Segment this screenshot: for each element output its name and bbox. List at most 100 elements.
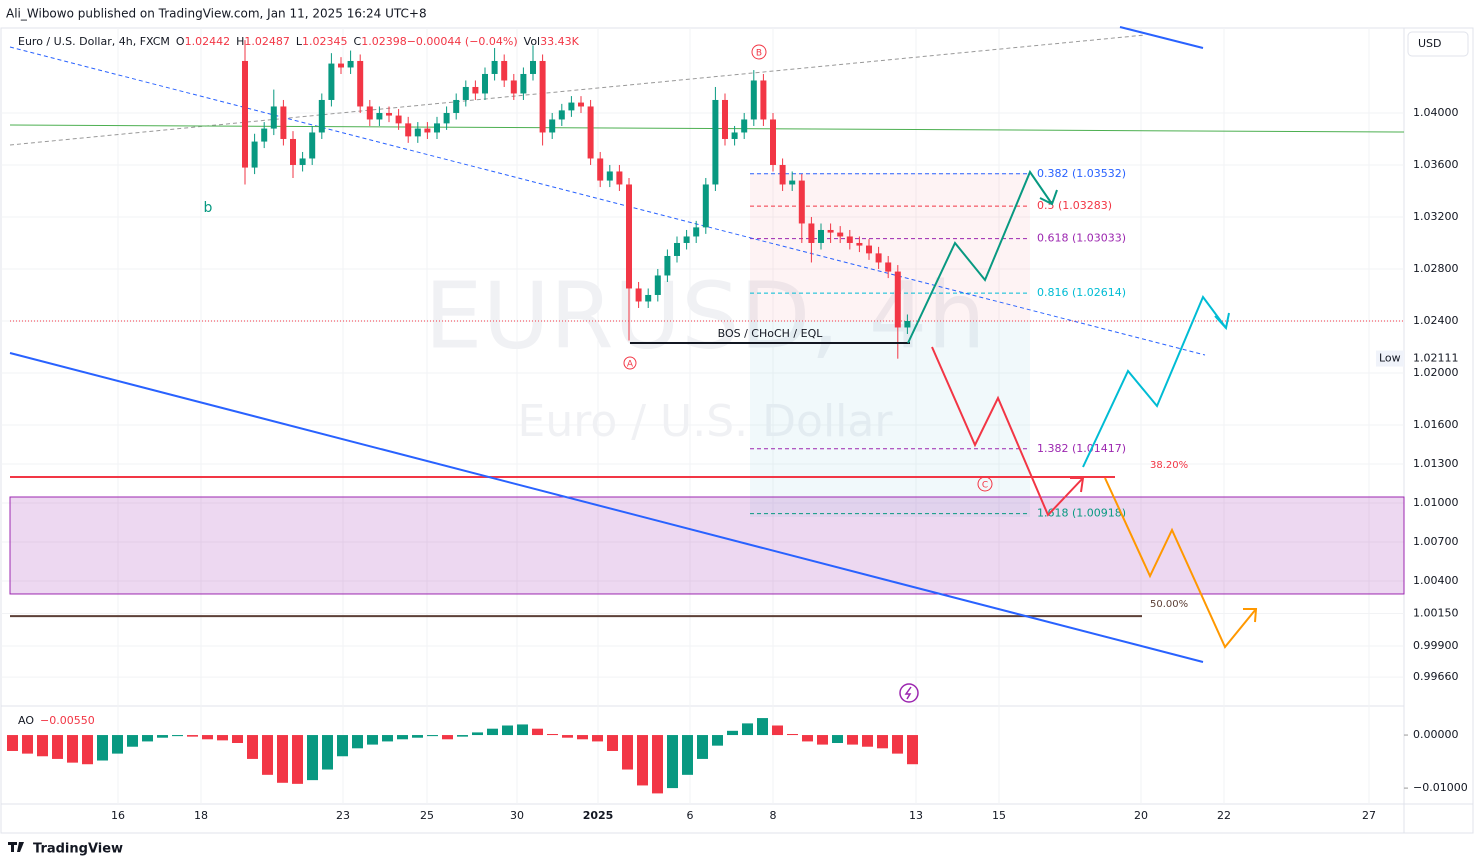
candle-body — [347, 60, 354, 68]
candle-body — [318, 99, 325, 133]
x-tick-label: 2025 — [583, 809, 614, 822]
candle-body — [683, 236, 690, 243]
fib-label: 0.5 (1.03283) — [1037, 199, 1112, 212]
candle-body — [395, 115, 402, 124]
legend-value: 1.02345 — [302, 35, 348, 48]
candle-body — [366, 106, 373, 120]
ao-bar — [97, 735, 108, 761]
ao-bar — [502, 725, 513, 736]
projection — [931, 346, 1084, 517]
wave-marker — [623, 356, 637, 370]
ao-bar — [592, 735, 603, 742]
legend-key: C — [354, 35, 362, 48]
y-tick-label: 1.01000 — [1413, 496, 1459, 509]
candle-body — [414, 128, 421, 137]
fib-label: 0.816 (1.02614) — [1037, 286, 1126, 299]
level-label: 50.00% — [1150, 599, 1188, 610]
y-tick-label: 1.04000 — [1413, 106, 1459, 119]
y-tick-label: 1.02800 — [1413, 262, 1459, 275]
candle-body — [338, 63, 344, 68]
candle-body — [837, 232, 844, 237]
legend-title: Euro / U.S. Dollar, 4h, FXCM — [18, 35, 170, 48]
candle-body — [472, 86, 479, 94]
candle-body — [270, 106, 277, 129]
candle-body — [251, 141, 258, 168]
y-tick-label: 1.00150 — [1413, 606, 1459, 619]
ao-bar — [427, 735, 438, 737]
wave-label: A — [627, 360, 634, 370]
ao-bar — [457, 735, 468, 737]
ao-bar — [727, 730, 738, 736]
candle-body — [626, 184, 632, 289]
y-tick-label: 1.01300 — [1413, 457, 1459, 470]
candle-body — [549, 119, 556, 133]
candle-body — [904, 320, 911, 328]
wave-marker — [977, 476, 993, 492]
candle-body — [654, 275, 661, 295]
candles — [242, 40, 911, 359]
grid — [1, 28, 1404, 804]
legend-key: H — [236, 35, 244, 48]
fib-label: 1.618 (1.00918) — [1037, 507, 1126, 520]
candle-body — [760, 80, 767, 120]
candle-body — [789, 180, 796, 185]
y-tick-label: 1.02400 — [1413, 314, 1459, 327]
projection — [1082, 294, 1227, 468]
legend-value: 1.02487 — [244, 35, 290, 48]
ao-bar — [382, 735, 393, 742]
candle-body — [722, 99, 728, 139]
candle-body — [558, 110, 565, 120]
low-box — [1376, 350, 1404, 367]
candle-body — [520, 73, 527, 94]
wave-label: B — [756, 49, 762, 59]
projection — [1104, 477, 1257, 649]
ao-bar — [277, 735, 288, 783]
candle-body — [693, 227, 700, 237]
trendline — [9, 352, 1204, 663]
brand-logo — [8, 842, 24, 852]
ao-tick-label: −0.01000 — [1413, 781, 1468, 794]
ao-bar — [7, 735, 18, 751]
x-tick-label: 25 — [420, 809, 434, 822]
event-icon[interactable] — [899, 683, 919, 703]
fib-label: 0.618 (1.03033) — [1037, 232, 1126, 245]
ao-bar — [562, 735, 573, 738]
x-tick-label: 8 — [770, 809, 777, 822]
ao-bar — [862, 735, 873, 747]
arrow-head — [1070, 477, 1085, 493]
ao-bar — [832, 735, 843, 744]
candle-body — [510, 80, 517, 94]
ao-bar — [52, 735, 63, 759]
candle-body — [846, 236, 853, 243]
ao-bar — [787, 733, 798, 736]
candle-body — [712, 99, 719, 185]
candle-body — [616, 171, 623, 185]
candle-body — [645, 294, 652, 302]
candle-body — [376, 112, 383, 120]
ao-bar — [532, 728, 543, 736]
arrow-head — [1039, 189, 1058, 206]
arrow-head — [1214, 312, 1230, 331]
fib-label: 1.382 (1.01417) — [1037, 442, 1126, 455]
candle-body — [242, 60, 248, 168]
candle-body — [798, 180, 805, 224]
ao-bar — [187, 735, 198, 737]
ao-bar — [697, 735, 708, 759]
candle-body — [568, 102, 575, 111]
currency-button[interactable] — [1407, 31, 1469, 57]
y-tick-label: 1.03600 — [1413, 158, 1459, 171]
arrow-head — [1243, 608, 1258, 623]
wave-marker — [751, 44, 767, 60]
candle-body — [818, 229, 824, 243]
ao-bar — [712, 735, 723, 746]
ao-bar — [682, 735, 693, 775]
candle-body — [875, 253, 882, 263]
zone — [9, 496, 1405, 595]
ao-bar — [322, 735, 333, 770]
publisher: Ali_Wibowo published on TradingView.com,… — [6, 7, 427, 21]
ao-bar — [667, 735, 678, 789]
candle-body — [827, 229, 834, 233]
ao-bar — [157, 735, 168, 738]
